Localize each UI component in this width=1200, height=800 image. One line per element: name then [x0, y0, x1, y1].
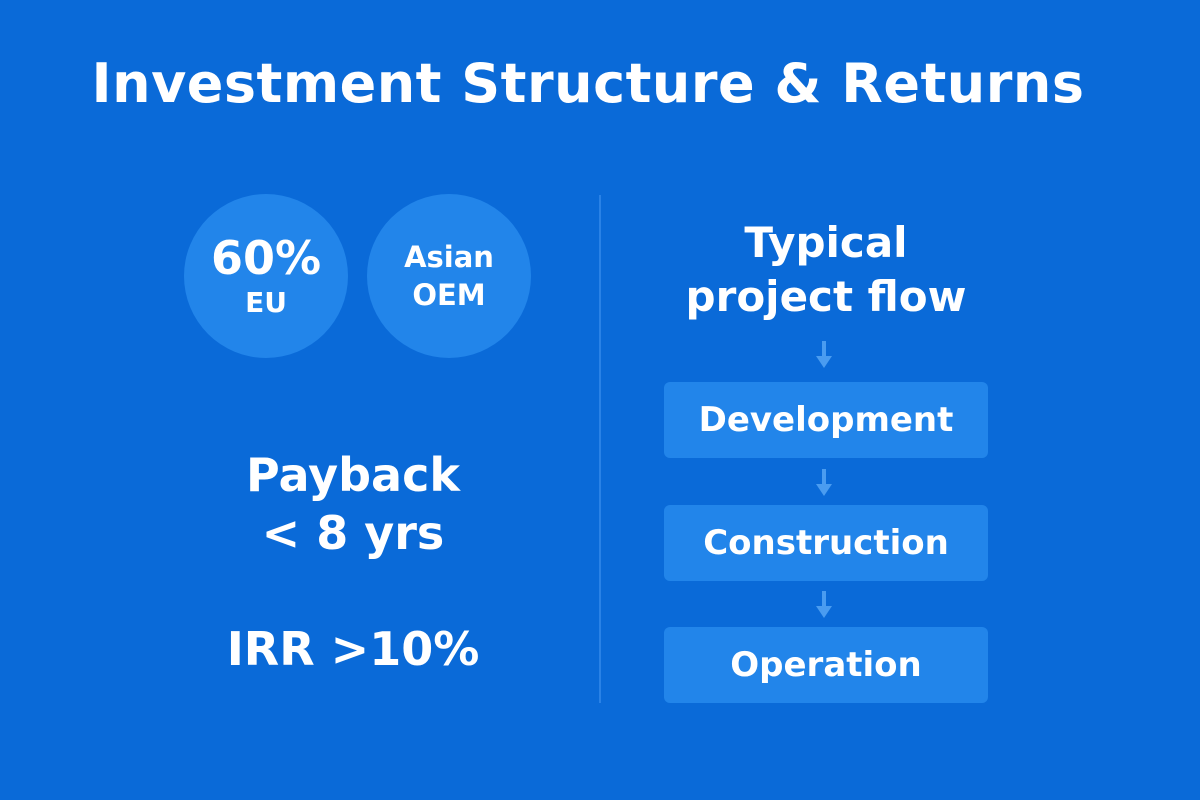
asian-oem-line2: OEM	[412, 278, 486, 312]
arrow-down-icon	[814, 590, 834, 620]
step-development: Development	[664, 382, 988, 458]
eu-share-value: 60%	[210, 231, 322, 285]
payback-label: Payback	[246, 448, 460, 502]
arrow-down-icon	[814, 468, 834, 498]
step-operation: Operation	[664, 627, 988, 703]
flow-heading: Typical project flow	[664, 216, 988, 324]
section-divider	[599, 195, 601, 703]
asian-oem-circle: Asian OEM	[367, 194, 531, 358]
eu-share-circle: 60% EU	[184, 194, 348, 358]
irr-value: IRR >10%	[226, 622, 480, 676]
flow-heading-line1: Typical	[744, 218, 908, 267]
payback-block: Payback < 8 yrs	[200, 446, 506, 562]
slide-title: Investment Structure & Returns	[91, 52, 1085, 115]
arrow-down-icon	[814, 340, 834, 370]
eu-share-label: EU	[245, 286, 287, 319]
asian-oem-line1: Asian	[404, 240, 494, 274]
flow-heading-line2: project flow	[685, 272, 967, 321]
step-construction: Construction	[664, 505, 988, 581]
payback-value: < 8 yrs	[261, 506, 445, 560]
